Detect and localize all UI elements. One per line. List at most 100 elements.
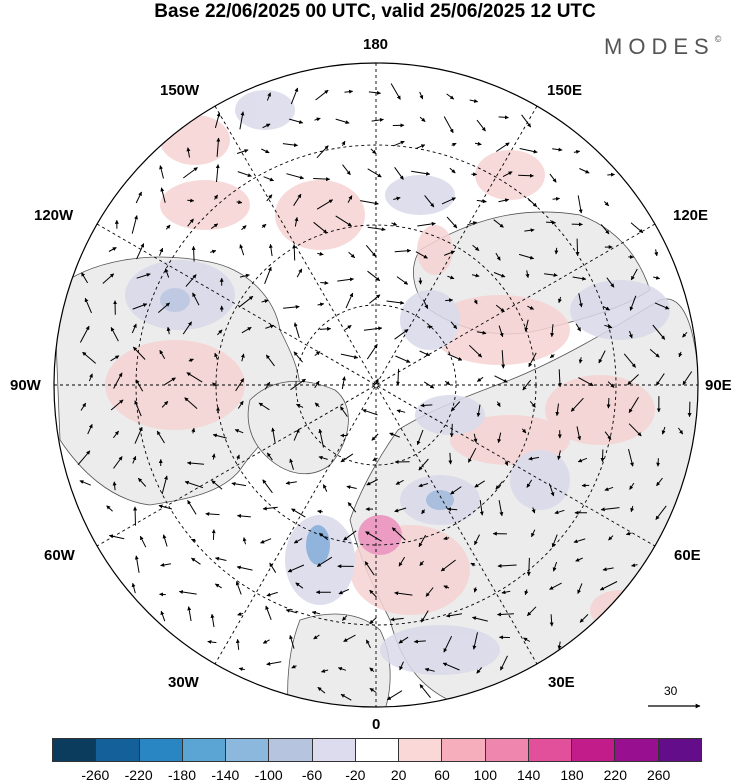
wind-vector <box>498 198 510 203</box>
wind-vector <box>418 483 429 488</box>
wind-vector <box>418 458 429 471</box>
wind-vector <box>365 244 377 257</box>
wind-vector <box>186 147 191 158</box>
wind-vector <box>215 164 220 183</box>
meridian-line <box>96 223 656 547</box>
longitude-label-150e: 150E <box>547 82 583 99</box>
wind-vector <box>607 172 615 177</box>
wind-vector <box>369 589 377 598</box>
wind-vector <box>398 556 406 567</box>
wind-vector <box>314 402 320 408</box>
wind-vector <box>386 300 405 305</box>
strong-positive-anomaly <box>358 515 402 555</box>
wind-vector <box>132 455 137 464</box>
wind-vector <box>87 423 93 435</box>
colorbar-tick-label: 260 <box>646 767 671 783</box>
wind-vector <box>156 430 165 444</box>
wind-vector <box>239 244 245 256</box>
colorbar-tick-label: -260 <box>81 767 110 783</box>
wind-vector <box>319 532 329 541</box>
wind-vector <box>269 562 277 573</box>
colorbar-tick-label: -180 <box>167 767 197 783</box>
wind-vector <box>425 587 434 597</box>
wind-vector <box>577 457 588 463</box>
colorbar <box>52 738 702 762</box>
wind-vector <box>529 400 536 408</box>
wind-vector <box>346 485 357 490</box>
copyright-mark: © <box>714 34 722 44</box>
wind-vector <box>386 690 403 701</box>
longitude-label-0: 0 <box>372 716 381 733</box>
wind-vector <box>340 453 354 463</box>
wind-vector <box>347 502 357 513</box>
wind-vector <box>411 170 431 176</box>
wind-vector <box>160 562 171 567</box>
wind-vector <box>630 222 644 234</box>
wind-vector <box>473 587 478 593</box>
wind-vector <box>476 330 487 335</box>
wind-vector <box>393 140 405 147</box>
wind-vector <box>132 303 148 310</box>
wind-vector <box>216 137 221 157</box>
positive-anomaly <box>160 180 250 230</box>
wind-vector <box>523 637 531 642</box>
wind-vector <box>416 144 426 149</box>
strong-negative-anomaly <box>426 490 454 510</box>
wind-vector <box>134 555 140 573</box>
wind-vector <box>390 83 401 100</box>
wind-vector <box>166 326 171 335</box>
graticule <box>54 63 698 707</box>
wind-vector <box>365 639 371 649</box>
wind-vector <box>443 635 453 653</box>
wind-vector <box>419 350 430 357</box>
wind-vector <box>653 275 661 280</box>
wind-vector <box>260 538 272 544</box>
wind-vector <box>113 456 123 469</box>
wind-vector <box>211 453 216 460</box>
wind-vector <box>449 423 454 438</box>
meridian-line <box>214 105 538 665</box>
polar-map <box>53 62 701 709</box>
wind-vector <box>629 295 637 311</box>
wind-vector <box>238 667 246 672</box>
wind-vector <box>630 268 638 281</box>
wind-vector <box>321 668 329 673</box>
wind-vector <box>344 89 354 94</box>
wind-vector <box>578 377 594 387</box>
wind-vector <box>419 684 431 699</box>
longitude-label-150w: 150W <box>160 82 200 99</box>
wind-vector <box>473 433 478 443</box>
wind-vector <box>262 479 273 494</box>
wind-vector <box>600 224 610 235</box>
wind-vector <box>318 428 324 448</box>
wind-vector <box>396 276 409 285</box>
wind-vector <box>575 238 580 257</box>
wind-vector <box>419 116 426 122</box>
longitude-label-120w: 120W <box>34 207 74 224</box>
wind-vector <box>139 535 147 548</box>
wind-vector <box>526 557 531 577</box>
wind-vector <box>262 506 278 511</box>
wind-vector <box>313 221 328 234</box>
longitude-label-180: 180 <box>363 36 389 53</box>
wind-vector <box>576 426 582 441</box>
wind-vector <box>422 299 429 309</box>
wind-vector <box>501 590 511 595</box>
wind-vector <box>554 247 559 255</box>
wind-vector <box>394 328 409 340</box>
negative-anomaly <box>570 280 670 340</box>
wind-vector <box>258 402 270 411</box>
wind-vector <box>182 321 193 335</box>
positive-anomaly <box>545 375 655 445</box>
wind-vector <box>131 582 136 594</box>
wind-vector <box>421 509 426 515</box>
wind-vector <box>187 606 192 622</box>
wind-vector <box>415 251 428 259</box>
wind-vector <box>214 112 221 129</box>
wind-vector <box>187 461 205 466</box>
wind-vector <box>184 397 198 409</box>
wind-vector <box>161 400 169 408</box>
wind-vector <box>448 452 453 465</box>
wind-vector <box>446 613 463 618</box>
colorbar-swatch <box>572 739 616 761</box>
